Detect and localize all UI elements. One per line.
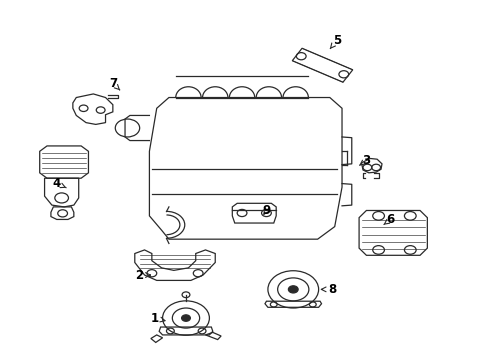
Text: 8: 8 (321, 283, 336, 296)
Text: 5: 5 (329, 33, 341, 49)
Text: 7: 7 (108, 77, 120, 90)
Circle shape (181, 315, 190, 321)
Text: 9: 9 (262, 204, 270, 217)
Text: 6: 6 (383, 213, 394, 226)
Text: 1: 1 (150, 311, 164, 325)
Text: 4: 4 (53, 177, 66, 190)
Circle shape (288, 286, 298, 293)
Text: 2: 2 (135, 269, 150, 282)
Text: 3: 3 (359, 154, 370, 167)
